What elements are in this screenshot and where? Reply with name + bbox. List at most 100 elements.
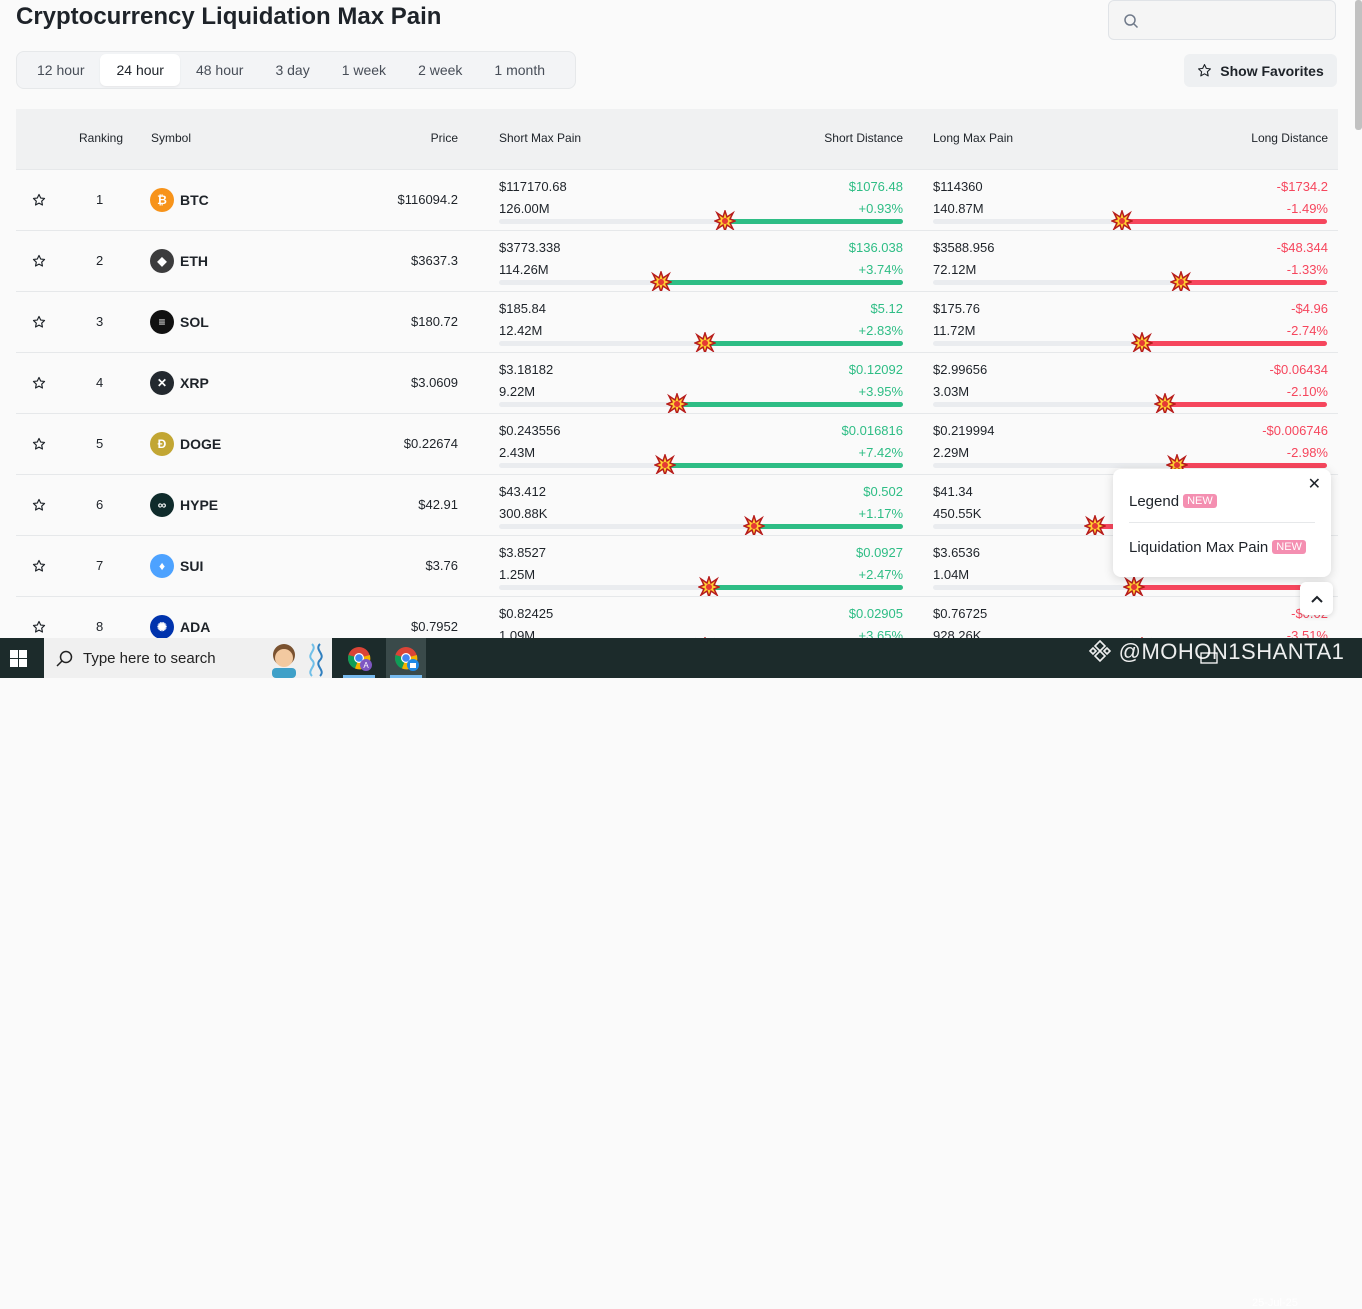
table-row[interactable]: 1 ₿ BTC $116094.2 $117170.68 126.00M $1076.48 +…	[16, 169, 1338, 234]
short-distance-percent: +3.74%	[858, 262, 903, 277]
liquidation-max-pain-link[interactable]: Liquidation Max Pain NEW	[1129, 539, 1306, 556]
symbol[interactable]: DOGE	[180, 436, 222, 452]
search-icon	[56, 650, 73, 667]
price: $180.72	[411, 314, 458, 329]
search-input[interactable]	[1108, 0, 1336, 40]
taskbar-search[interactable]: Type here to search	[44, 638, 332, 678]
favorite-star-icon[interactable]	[32, 498, 46, 512]
short-distance-percent: +3.95%	[858, 384, 903, 399]
col-price[interactable]: Price	[430, 131, 458, 145]
close-icon[interactable]: ✕	[1307, 476, 1321, 493]
table-row[interactable]: 5 Ð DOGE $0.22674 $0.243556 2.43M $0.016816 +7.…	[16, 413, 1338, 478]
long-distance: -$48.344	[1276, 240, 1328, 255]
tab-1-month[interactable]: 1 month	[494, 62, 546, 78]
tab-3-day[interactable]: 3 day	[275, 62, 310, 78]
price: $0.7952	[411, 619, 458, 634]
chrome-profile-a-icon[interactable]: A	[339, 638, 379, 678]
favorite-star-icon[interactable]	[32, 620, 46, 634]
long-distance-bar	[933, 330, 1327, 356]
long-distance-bar	[933, 208, 1327, 234]
symbol[interactable]: BTC	[180, 192, 209, 208]
explosion-icon	[1082, 513, 1107, 539]
col-short-max-pain[interactable]: Short Max Pain	[499, 131, 582, 145]
price: $42.91	[418, 497, 458, 512]
symbol[interactable]: ADA	[180, 619, 211, 635]
tab-12-hour[interactable]: 12 hour	[37, 62, 85, 78]
explosion-icon	[664, 391, 689, 417]
btc-icon: ₿	[150, 188, 174, 212]
symbol[interactable]: ETH	[180, 253, 208, 269]
taskbar: Type here to search A 25-Jul-25	[0, 638, 1362, 1309]
legend-link[interactable]: Legend NEW	[1129, 493, 1217, 510]
short-max-pain-volume: 2.43M	[499, 445, 536, 460]
short-distance-percent: +0.93%	[858, 201, 903, 216]
long-distance-fill	[1133, 585, 1327, 590]
long-max-pain-price: $175.76	[933, 301, 980, 316]
favorite-star-icon[interactable]	[32, 437, 46, 451]
short-distance: $0.0927	[856, 545, 903, 560]
max-pain-label: Liquidation Max Pain	[1129, 539, 1269, 556]
chrome-profile-b-icon[interactable]	[386, 638, 426, 678]
long-distance-percent: -2.74%	[1286, 323, 1328, 338]
favorite-star-icon[interactable]	[32, 254, 46, 268]
tab-2-week[interactable]: 2 week	[418, 62, 463, 78]
long-distance-fill	[1177, 463, 1327, 468]
col-long-distance[interactable]: Long Distance	[1251, 131, 1328, 145]
favorite-star-icon[interactable]	[32, 559, 46, 573]
show-favorites-button[interactable]: Show Favorites	[1184, 54, 1337, 87]
short-distance-percent: +7.42%	[858, 445, 903, 460]
favorite-star-icon[interactable]	[32, 376, 46, 390]
hype-icon: ∞	[150, 493, 174, 517]
long-distance: -$4.96	[1291, 301, 1328, 316]
short-distance-bar	[499, 513, 903, 539]
price: $3.76	[425, 558, 458, 573]
col-long-max-pain[interactable]: Long Max Pain	[933, 131, 1014, 145]
table-row[interactable]: 3 ≡ SOL $180.72 $185.84 12.42M $5.12 +2.83% $175…	[16, 291, 1338, 356]
taskbar-date[interactable]: 25-Jul-25	[1252, 1297, 1298, 1309]
long-max-pain-price: $3.6536	[933, 545, 980, 560]
favorite-star-icon[interactable]	[32, 193, 46, 207]
tab-24-hour[interactable]: 24 hour	[100, 54, 180, 86]
legend-label: Legend	[1129, 493, 1180, 510]
short-distance: $1076.48	[848, 179, 903, 194]
symbol[interactable]: SOL	[180, 314, 209, 330]
table-header: Ranking Symbol Price Short Max Pain Shor…	[16, 109, 1338, 169]
table-row[interactable]: 2 ◆ ETH $3637.3 $3773.338 114.26M $136.038 +3.7…	[16, 230, 1338, 295]
short-distance: $0.12092	[848, 362, 903, 377]
short-distance: $0.02905	[848, 606, 903, 621]
long-distance: -$0.006746	[1262, 423, 1328, 438]
short-distance: $5.12	[870, 301, 903, 316]
long-distance-fill	[1122, 219, 1327, 224]
col-symbol[interactable]: Symbol	[151, 131, 192, 145]
new-badge: NEW	[1183, 494, 1217, 508]
keyboard-icon[interactable]	[1200, 650, 1218, 666]
watermark: @MOHON1SHANTA1	[1088, 639, 1344, 665]
long-distance-bar	[933, 574, 1327, 600]
symbol[interactable]: SUI	[180, 558, 204, 574]
page-scrollbar[interactable]	[1355, 0, 1362, 130]
scroll-to-top-button[interactable]	[1300, 582, 1333, 615]
taskbar-search-placeholder: Type here to search	[83, 649, 216, 667]
rank: 7	[96, 558, 104, 573]
favorite-star-icon[interactable]	[32, 315, 46, 329]
short-max-pain-price: $0.82425	[499, 606, 554, 621]
long-distance: -$0.06434	[1269, 362, 1328, 377]
windows-start-icon[interactable]	[10, 650, 27, 667]
short-distance-fill	[725, 219, 903, 224]
short-distance-bar	[499, 330, 903, 356]
long-max-pain-volume: 72.12M	[933, 262, 977, 277]
table-row[interactable]: 4 ✕ XRP $3.0609 $3.18182 9.22M $0.12092 +3.95% $…	[16, 352, 1338, 417]
symbol[interactable]: HYPE	[180, 497, 219, 513]
long-max-pain-price: $41.34	[933, 484, 973, 499]
long-distance-bar	[933, 391, 1327, 417]
tab-1-week[interactable]: 1 week	[341, 62, 387, 78]
long-distance-percent: -1.33%	[1286, 262, 1328, 277]
timeframe-tabs: 12 hour 24 hour 48 hour 3 day 1 week 2 week 1 …	[16, 51, 576, 89]
short-distance: $0.502	[863, 484, 903, 499]
sui-icon: ♦	[150, 554, 174, 578]
col-short-distance[interactable]: Short Distance	[824, 131, 903, 145]
col-ranking[interactable]: Ranking	[79, 131, 124, 145]
short-max-pain-volume: 1.25M	[499, 567, 536, 582]
tab-48-hour[interactable]: 48 hour	[195, 62, 244, 78]
symbol[interactable]: XRP	[180, 375, 209, 391]
